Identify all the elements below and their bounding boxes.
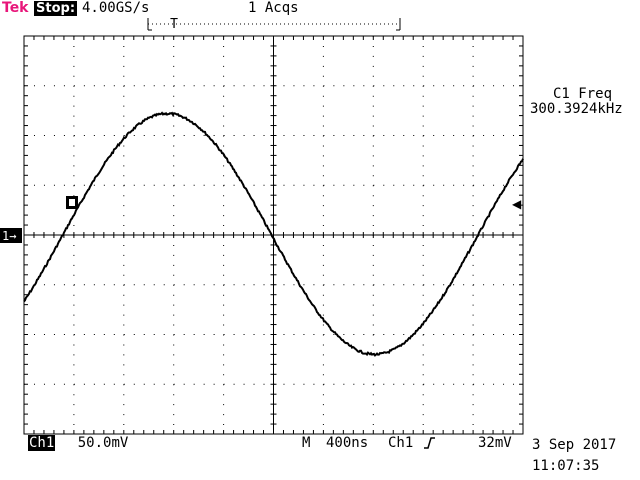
capture-time: 11:07:35 (532, 458, 600, 474)
trigger-position-marker[interactable]: T (170, 17, 178, 32)
acquisition-status-badge: Stop: (34, 1, 78, 16)
acquisition-count: 1 Acqs (248, 0, 299, 16)
trigger-level: 32mV (478, 435, 512, 451)
ch1-ground-marker-label: 1→ (2, 229, 16, 243)
graticule (23, 35, 524, 435)
rising-edge-icon (424, 437, 435, 449)
volts-per-div: 50.0mV (77, 435, 129, 451)
timebase-prefix: M (302, 435, 311, 451)
time-per-div: 400ns (326, 435, 369, 451)
measurement-value: 300.3924kHz (530, 101, 623, 117)
ch1-waveform-trace (23, 111, 524, 357)
ch1-ground-marker-box (0, 228, 22, 243)
measurement-label: C1 Freq (553, 86, 613, 102)
rising-edge-glyph (424, 437, 435, 449)
capture-date: 3 Sep 2017 (532, 437, 617, 453)
trigger-level-marker[interactable]: ◀ (512, 197, 522, 211)
record-length-bar: T (147, 17, 401, 32)
channel-indicator[interactable]: Ch1 (28, 435, 56, 451)
ch1-ground-marker[interactable]: 1→ (0, 228, 22, 243)
ch1-trace-tag (66, 196, 78, 209)
tek-logo: Tek (2, 0, 29, 16)
sample-rate-readout: 4.00GS/s (82, 0, 150, 16)
ch1-trace-tag-inner (69, 199, 75, 206)
footer-channel-row: Ch1 50.0mV (28, 435, 128, 451)
trigger-source: Ch1 (388, 435, 414, 451)
